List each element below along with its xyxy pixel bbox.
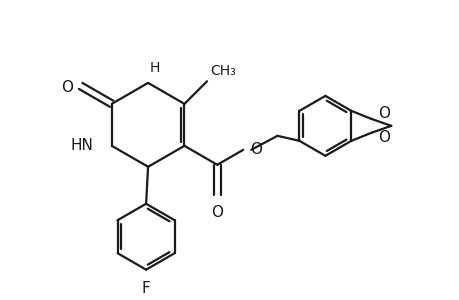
Text: F: F [141, 281, 150, 296]
Text: O: O [250, 142, 262, 157]
Text: O: O [61, 80, 73, 95]
Text: HN: HN [71, 138, 94, 153]
Text: O: O [211, 205, 223, 220]
Text: CH₃: CH₃ [210, 64, 235, 78]
Text: H: H [150, 61, 160, 75]
Text: O: O [377, 106, 389, 122]
Text: O: O [377, 130, 389, 145]
